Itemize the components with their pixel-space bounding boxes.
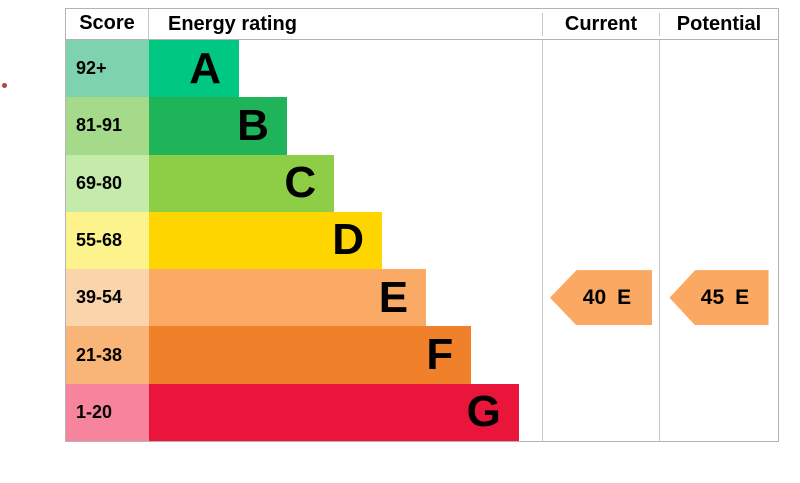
band-letter: G [466, 387, 501, 437]
score-column-header: Score [66, 9, 149, 39]
score-range-cell: 92+ [66, 40, 149, 98]
chart-header-row: Score Energy rating Current Potential [66, 9, 778, 40]
energy-band-bar-c: C [149, 154, 335, 212]
energy-bar-cell: G [149, 383, 542, 441]
score-range-cell: 1-20 [66, 383, 149, 441]
band-letter: F [426, 330, 454, 380]
score-range-cell: 69-80 [66, 154, 149, 212]
potential-cell [659, 211, 778, 270]
potential-cell [659, 326, 778, 384]
energy-bar-cell: D [149, 211, 542, 270]
band-letter: E [378, 272, 409, 322]
score-range-cell: 21-38 [66, 326, 149, 384]
potential-cell [659, 97, 778, 155]
band-letter: C [284, 158, 317, 208]
current-cell [542, 40, 659, 98]
energy-bar-cell: B [149, 97, 542, 155]
current-cell [542, 154, 659, 212]
current-cell [542, 211, 659, 270]
band-row-b: 81-91 B [66, 97, 778, 155]
band-row-d: 55-68 D [66, 211, 778, 270]
band-letter: B [237, 100, 269, 150]
current-rating-arrow: 40 E [549, 270, 653, 326]
current-rating-band: E [617, 285, 632, 309]
band-row-f: 21-38 F [66, 326, 778, 384]
potential-rating-arrow: 45 E [669, 270, 769, 326]
band-row-c: 69-80 C [66, 154, 778, 212]
potential-cell [659, 40, 778, 98]
potential-column-header: Potential [659, 12, 778, 36]
energy-band-bar-d: D [149, 211, 383, 270]
current-column-header: Current [542, 12, 659, 36]
current-rating-value: 40 [582, 285, 607, 309]
score-range-cell: 39-54 [66, 269, 149, 327]
energy-band-bar-f: F [149, 326, 472, 384]
band-row-e: 39-54 E 40 E 45 E [66, 269, 778, 327]
band-row-g: 1-20 G [66, 383, 778, 441]
energy-band-bar-g: G [149, 383, 519, 441]
red-dot-artifact [2, 83, 7, 88]
potential-cell: 45 E [659, 269, 778, 327]
energy-bar-cell: A [149, 40, 542, 98]
energy-bar-cell: C [149, 154, 542, 212]
energy-rating-chart: Score Energy rating Current Potential 92… [65, 8, 779, 442]
band-rows: 92+ A 81-91 B 69-80 C 55-68 D 39-54 E 40 E 45 E 21-38 F… [66, 40, 778, 441]
band-letter: D [332, 215, 365, 265]
energy-band-bar-b: B [149, 97, 287, 155]
current-cell [542, 97, 659, 155]
energy-bar-cell: F [149, 326, 542, 384]
energy-band-bar-a: A [149, 40, 239, 98]
energy-bar-cell: E [149, 269, 542, 327]
current-cell: 40 E [542, 269, 659, 327]
energy-band-bar-e: E [149, 269, 427, 327]
potential-rating-band: E [735, 285, 750, 309]
score-range-cell: 55-68 [66, 211, 149, 270]
potential-cell [659, 154, 778, 212]
current-cell [542, 383, 659, 441]
energy-rating-column-header: Energy rating [168, 12, 297, 35]
potential-rating-value: 45 [700, 285, 725, 309]
band-row-a: 92+ A [66, 40, 778, 98]
current-cell [542, 326, 659, 384]
band-letter: A [189, 43, 221, 93]
potential-cell [659, 383, 778, 441]
score-range-cell: 81-91 [66, 97, 149, 155]
